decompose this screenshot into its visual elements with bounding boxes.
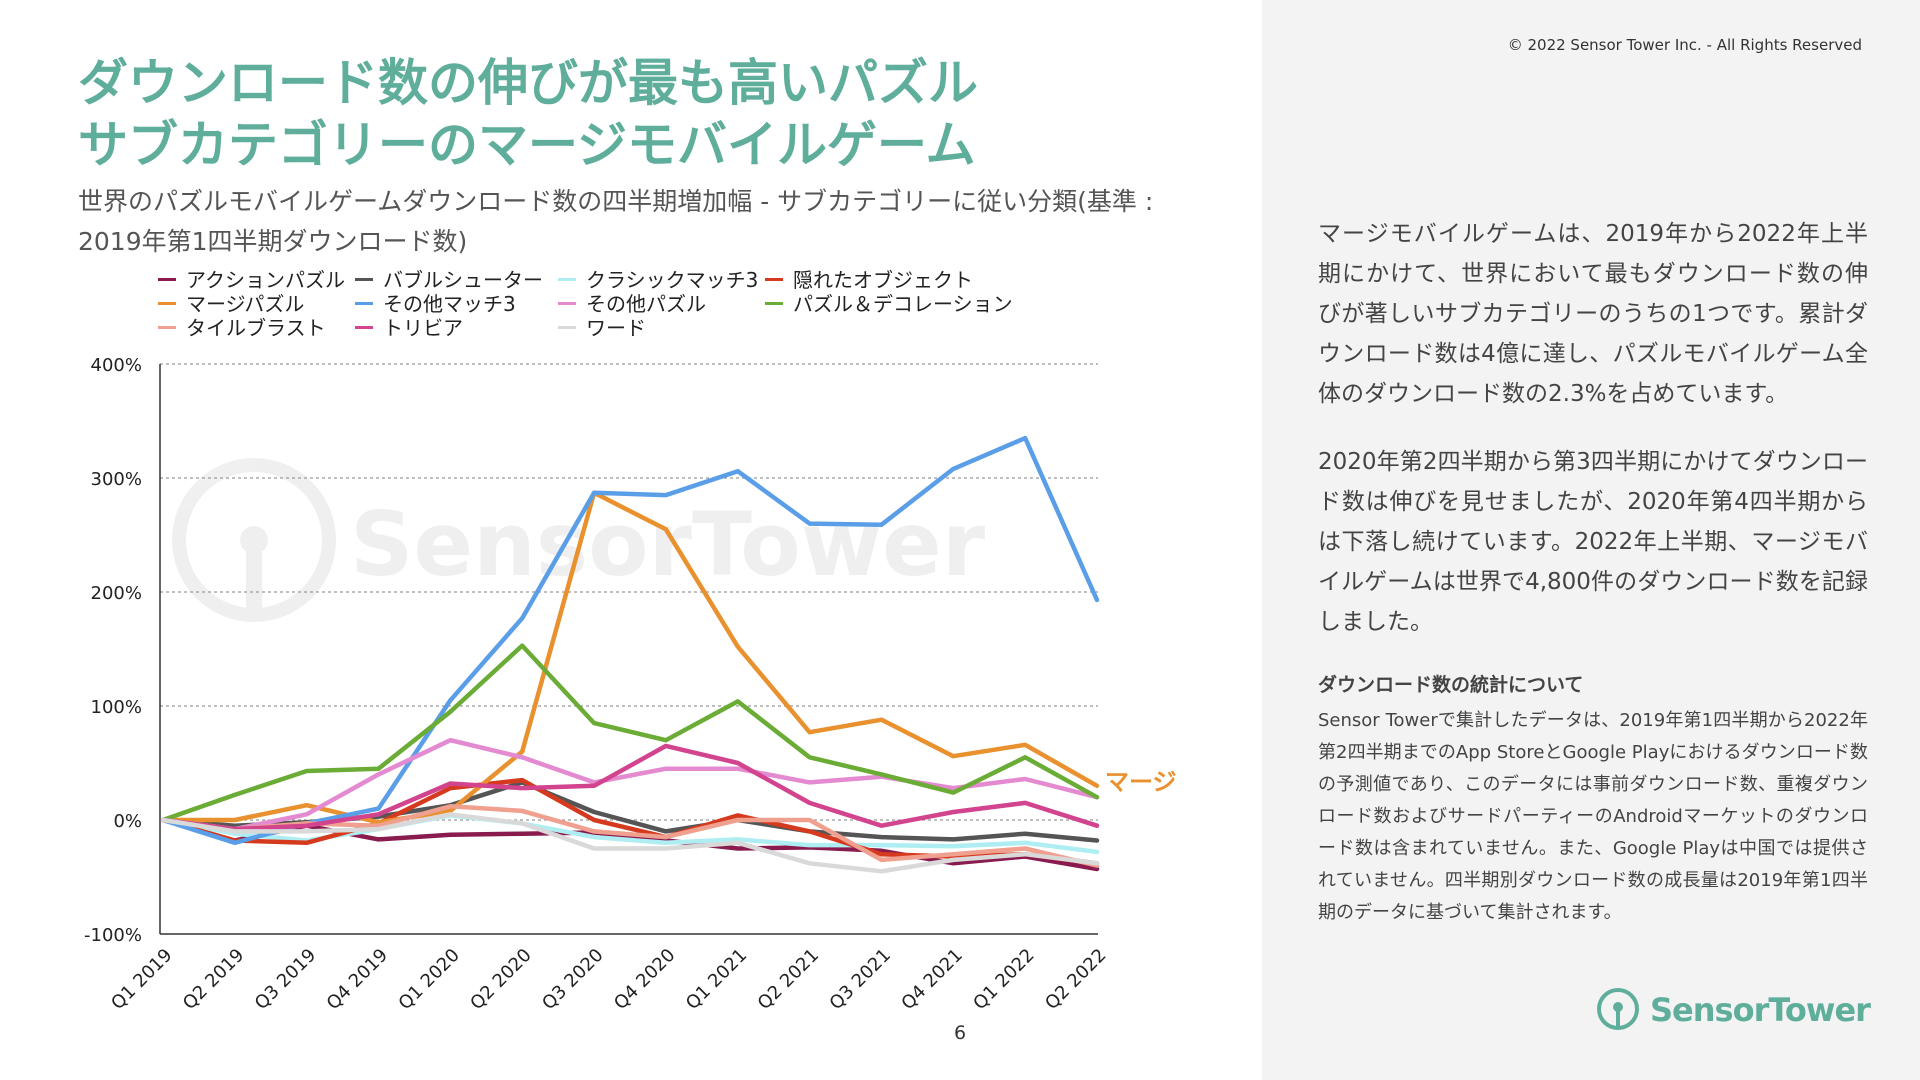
- notes-title: ダウンロード数の統計について: [1318, 674, 1584, 696]
- x-tick-label: Q3 2020: [538, 945, 607, 1014]
- watermark-text: SensorTower: [350, 493, 986, 596]
- y-tick-label: -100%: [84, 925, 142, 946]
- chart-legend: アクションパズル バブルシューター クラシックマッチ3 隠れたオブジェクトマージパズル…: [158, 268, 1058, 348]
- copyright-notice: © 2022 Sensor Tower Inc. - All Rights Re…: [1507, 36, 1862, 54]
- series-line: [160, 812, 1100, 874]
- series-line: [160, 743, 1100, 832]
- series-line: [160, 643, 1100, 823]
- legend-item: マージパズル: [158, 292, 304, 316]
- x-tick-label: Q2 2021: [754, 945, 823, 1014]
- legend-label: アクションパズル: [186, 268, 345, 292]
- x-tick-label: Q4 2019: [323, 945, 392, 1014]
- legend-label: トリビア: [383, 316, 463, 340]
- legend-swatch: [558, 302, 576, 305]
- x-tick-label: Q1 2019: [107, 945, 176, 1014]
- legend-item: バブルシューター: [355, 268, 543, 292]
- legend-item: クラシックマッチ3: [558, 268, 758, 292]
- legend-item: タイルブラスト: [158, 316, 326, 340]
- legend-item: アクションパズル: [158, 268, 345, 292]
- notes-body: Sensor Towerで集計したデータは、2019年第1四半期から2022年第…: [1318, 710, 1868, 923]
- legend-item: その他マッチ3: [355, 292, 516, 316]
- legend-swatch: [355, 302, 373, 305]
- legend-swatch: [158, 302, 176, 305]
- y-tick-label: 100%: [91, 697, 142, 718]
- legend-label: マージパズル: [186, 292, 305, 316]
- title-line-2: サブカテゴリーのマージモバイルゲーム: [78, 116, 976, 174]
- line-chart: SensorTower -100% 0% 100% 200% 300% 400% Q1 2…: [84, 355, 1177, 1014]
- legend-label: その他パズル: [586, 292, 706, 316]
- title-line-1: ダウンロード数の伸びが最も高いパズル: [78, 54, 978, 112]
- series-line: [160, 435, 1100, 846]
- series-line: [160, 737, 1100, 832]
- page-title: ダウンロード数の伸びが最も高いパズル サブカテゴリーのマージモバイルゲーム: [78, 52, 1198, 176]
- legend-swatch: [765, 302, 783, 305]
- y-tick-label: 400%: [91, 355, 142, 376]
- y-tick-label: 200%: [91, 583, 142, 604]
- legend-label: パズル＆デコレーション: [793, 292, 1013, 316]
- x-tick-label: Q3 2021: [826, 945, 895, 1014]
- legend-swatch: [158, 326, 176, 329]
- description-paragraph-2: 2020年第2四半期から第3四半期にかけてダウンロード数は伸びを見せましたが、2…: [1318, 449, 1868, 635]
- sensor-tower-logo-icon: [1597, 988, 1639, 1030]
- x-axis-ticks: Q1 2019 Q2 2019 Q3 2019 Q4 2019 Q1 2020 Q2 20…: [107, 945, 1110, 1014]
- x-tick-label: Q3 2019: [251, 945, 320, 1014]
- chart-axes: [159, 364, 1098, 935]
- x-tick-label: Q2 2020: [466, 945, 535, 1014]
- merge-annotation-label: マージ: [1105, 768, 1177, 796]
- chart-series-lines: [160, 435, 1100, 874]
- legend-swatch: [355, 278, 373, 281]
- legend-item: 隠れたオブジェクト: [765, 268, 973, 292]
- description-paragraph-1: マージモバイルゲームは、2019年から2022年上半期にかけて、世界において最も…: [1318, 221, 1868, 407]
- x-tick-label: Q1 2022: [969, 945, 1038, 1014]
- x-tick-label: Q1 2020: [395, 945, 464, 1014]
- legend-swatch: [558, 278, 576, 281]
- x-tick-label: Q4 2021: [897, 945, 966, 1014]
- right-panel: [1262, 0, 1920, 1080]
- legend-item: その他パズル: [558, 292, 706, 316]
- legend-swatch: [158, 278, 176, 281]
- legend-item: トリビア: [355, 316, 463, 340]
- legend-swatch: [558, 326, 576, 329]
- legend-swatch: [765, 278, 783, 281]
- legend-label: 隠れたオブジェクト: [793, 268, 973, 292]
- y-axis-ticks: -100% 0% 100% 200% 300% 400%: [84, 355, 142, 946]
- legend-label: タイルブラスト: [186, 316, 326, 340]
- x-tick-label: Q2 2019: [179, 945, 248, 1014]
- y-tick-label: 0%: [113, 811, 142, 832]
- legend-item: パズル＆デコレーション: [765, 292, 1013, 316]
- legend-label: バブルシューター: [383, 268, 543, 292]
- chart-subtitle: 世界のパズルモバイルゲームダウンロード数の四半期増加幅 - サブカテゴリーに従い…: [78, 187, 1154, 256]
- x-tick-label: Q1 2021: [682, 945, 751, 1014]
- description-panel: マージモバイルゲームは、2019年から2022年上半期にかけて、世界において最も…: [1318, 214, 1868, 929]
- legend-label: その他マッチ3: [383, 292, 516, 316]
- sensor-tower-logo: SensorTower: [1594, 985, 1871, 1037]
- logo-text: SensorTower: [1650, 991, 1871, 1029]
- legend-item: ワード: [558, 316, 646, 340]
- legend-swatch: [355, 326, 373, 329]
- sensor-tower-watermark: SensorTower: [172, 458, 986, 622]
- legend-label: クラシックマッチ3: [586, 268, 759, 292]
- x-tick-label: Q2 2022: [1041, 945, 1110, 1014]
- page-number: 6: [953, 1022, 967, 1044]
- legend-label: ワード: [586, 316, 646, 340]
- y-tick-label: 300%: [91, 469, 142, 490]
- x-tick-label: Q4 2020: [610, 945, 679, 1014]
